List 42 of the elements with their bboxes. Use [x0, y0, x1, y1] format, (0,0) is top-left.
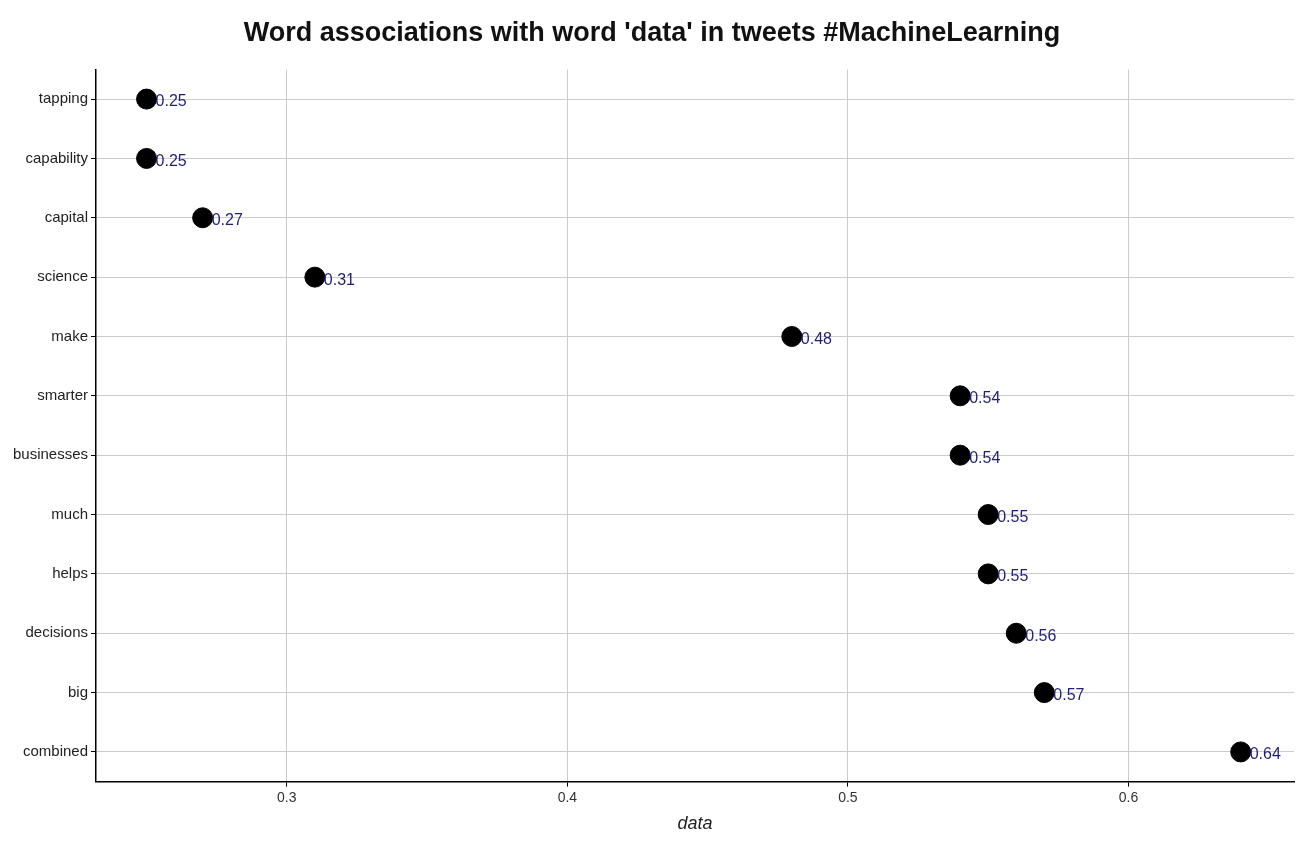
data-label: 0.31 — [323, 270, 356, 288]
point — [1230, 741, 1252, 763]
y-tick-label: tapping — [38, 89, 89, 107]
x-tick-label: 0.4 — [557, 788, 578, 805]
y-tick-label: make — [51, 326, 89, 344]
data-label: 0.56 — [1025, 626, 1057, 644]
y-tick-label: combined — [23, 742, 89, 760]
y-tick-label: businesses — [13, 445, 89, 463]
data-label: 0.64 — [1249, 745, 1281, 763]
x-tick-label: 0.6 — [1118, 788, 1139, 805]
y-tick-label: much — [51, 504, 89, 522]
point — [977, 563, 999, 585]
point — [304, 266, 326, 288]
point — [1005, 622, 1027, 644]
point — [781, 325, 803, 347]
y-tick-label: science — [37, 267, 89, 285]
point — [136, 147, 158, 169]
data-label: 0.25 — [155, 92, 187, 110]
point — [949, 385, 971, 407]
data-label: 0.48 — [800, 329, 833, 347]
point — [192, 207, 214, 229]
y-tick-label: smarter — [37, 385, 89, 403]
data-label: 0.27 — [211, 211, 243, 229]
y-tick-label: capital — [44, 207, 89, 225]
y-tick-label: helps — [52, 564, 89, 582]
point — [949, 444, 971, 466]
x-tick-label: 0.5 — [838, 788, 858, 805]
data-label: 0.25 — [155, 151, 187, 169]
point — [1033, 682, 1055, 704]
data-label: 0.57 — [1053, 685, 1085, 703]
point — [136, 88, 158, 110]
data-label: 0.54 — [969, 389, 1001, 407]
y-tick-label: big — [68, 682, 89, 700]
point — [977, 504, 999, 526]
x-axis-title: data — [677, 813, 713, 834]
data-label: 0.55 — [997, 507, 1029, 525]
x-tick-label: 0.3 — [277, 788, 297, 805]
y-tick-label: capability — [25, 148, 89, 166]
data-label: 0.54 — [969, 448, 1001, 466]
chart-title: Word associations with word 'data' in tweets #MachineLearning — [243, 16, 1061, 47]
data-label: 0.55 — [997, 567, 1029, 585]
y-tick-label: decisions — [25, 623, 89, 641]
